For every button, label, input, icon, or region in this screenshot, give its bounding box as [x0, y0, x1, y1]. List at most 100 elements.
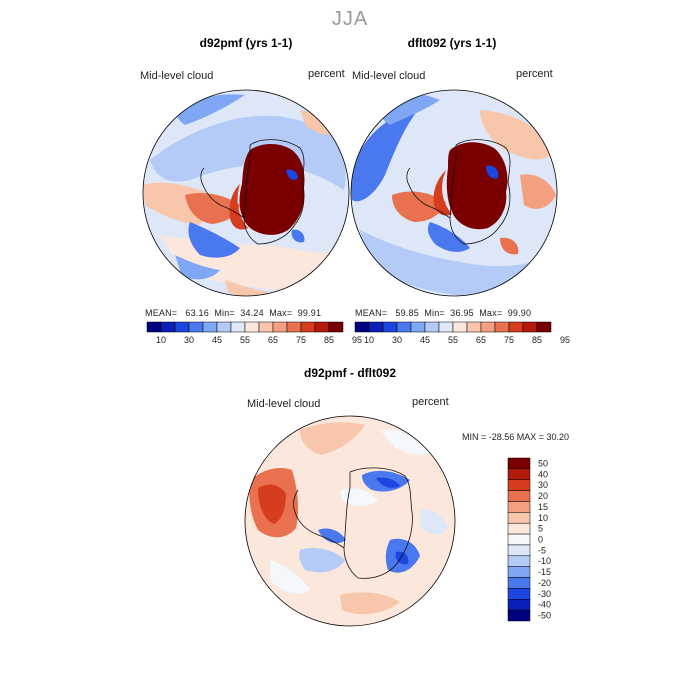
colorbar-right-swatch	[368, 321, 384, 333]
diff-var-label: Mid-level cloud	[247, 398, 321, 410]
colorbar-diff-swatch	[507, 588, 531, 600]
colorbar-diff-tick-label: -10	[538, 556, 551, 566]
colorbar-right: 10 30 45 55 65 75 85 95	[354, 321, 570, 345]
colorbar-left-swatch	[286, 321, 302, 333]
units-left: percent	[308, 68, 345, 80]
map-difference	[245, 416, 455, 626]
colorbar-diff-swatch	[507, 522, 531, 535]
colorbar-left-swatch	[216, 321, 232, 333]
colorbar-right-swatch	[480, 321, 496, 333]
coastline-right	[406, 139, 511, 245]
colorbar-right-swatch	[508, 321, 524, 333]
panel-title-left: d92pmf (yrs 1-1)	[199, 36, 293, 50]
colorbar-left-tick-label: 95	[352, 335, 362, 345]
diff-title: d92pmf - dflt092	[303, 366, 396, 380]
colorbar-diff-swatch	[507, 599, 531, 611]
colorbar-diff-tick-label: -30	[538, 589, 551, 599]
colorbar-diff-swatch	[507, 490, 531, 502]
colorbar-diff-swatch	[507, 555, 531, 567]
colorbar-left-tick-label: 30	[184, 335, 194, 345]
colorbar-left-tick-label: 10	[156, 335, 166, 345]
colorbar-left-swatch	[160, 321, 176, 333]
season-title: JJA	[331, 8, 369, 30]
colorbar-left-tick-label: 55	[240, 335, 250, 345]
map-d92pmf	[143, 90, 349, 296]
colorbar-right-tick-label: 65	[476, 335, 486, 345]
colorbar-right-swatch	[438, 321, 454, 333]
colorbar-right-tick-label: 45	[420, 335, 430, 345]
colorbar-diff-tick-label: 40	[538, 469, 548, 479]
colorbar-diff-tick-label: -20	[538, 578, 551, 588]
diff-minmax: MIN = -28.56 MAX = 30.20	[462, 432, 570, 442]
stats-right: MEAN= 59.85 Min= 36.95 Max= 99.90	[355, 308, 532, 318]
colorbar-left-swatch	[244, 321, 260, 333]
colorbar-diff-swatch	[507, 566, 531, 578]
colorbar-diff-swatch	[507, 609, 531, 622]
colorbar-left-swatch	[272, 321, 288, 333]
colorbar-left-swatch	[230, 321, 246, 333]
coastline-left	[200, 139, 305, 245]
colorbar-left-swatch	[188, 321, 204, 333]
colorbar-diff-tick-label: -50	[538, 611, 551, 621]
colorbar-left: 10 30 45 55 65 75 85 95	[146, 321, 362, 345]
colorbar-right-swatch	[354, 321, 370, 333]
colorbar-left-swatch	[258, 321, 274, 333]
map-difference-frame	[244, 415, 456, 627]
colorbar-diff-swatch	[507, 468, 531, 480]
colorbar-right-swatch	[494, 321, 510, 333]
colorbar-right-tick-label: 30	[392, 335, 402, 345]
panel-title-right: dflt092 (yrs 1-1)	[407, 36, 497, 50]
colorbar-diff-swatch	[507, 577, 531, 589]
colorbar-right-swatch	[522, 321, 538, 333]
colorbar-diff-tick-label: -5	[538, 545, 546, 555]
colorbar-diff-tick-label: -15	[538, 567, 551, 577]
stats-left: MEAN= 63.16 Min= 34.24 Max= 99.91	[145, 308, 322, 318]
colorbar-left-tick-label: 75	[296, 335, 306, 345]
var-label-left: Mid-level cloud	[140, 70, 214, 82]
colorbar-diff-swatch	[507, 512, 531, 524]
units-right: percent	[516, 68, 553, 80]
colorbar-left-swatch	[300, 321, 316, 333]
colorbar-right-tick-label: 55	[448, 335, 458, 345]
map-d92pmf-frame	[142, 89, 350, 297]
colorbar-diff-tick-label: 0	[538, 535, 543, 545]
colorbar-right-swatch	[396, 321, 412, 333]
colorbar-diff-tick-label: 30	[538, 480, 548, 490]
colorbar-left-tick-label: 65	[268, 335, 278, 345]
colorbar-right-swatch	[424, 321, 440, 333]
colorbar-diff-swatch	[507, 501, 531, 513]
colorbar-diff-swatch	[507, 533, 531, 546]
colorbar-diff-swatch	[507, 457, 531, 470]
colorbar-left-tick-label: 45	[212, 335, 222, 345]
colorbar-diff-tick-label: 5	[538, 524, 543, 534]
coastline-diff	[293, 467, 413, 579]
colorbar-left-swatch	[202, 321, 218, 333]
colorbar-diff-swatch	[507, 544, 531, 557]
var-label-right: Mid-level cloud	[352, 70, 426, 82]
colorbar-diff-tick-label: 15	[538, 502, 548, 512]
colorbar-left-swatch	[314, 321, 330, 333]
colorbar-left-swatch	[146, 321, 162, 333]
colorbar-right-swatch	[410, 321, 426, 333]
colorbar-left-swatch	[174, 321, 190, 333]
colorbar-diff-swatch	[507, 479, 531, 491]
colorbar-right-tick-label: 85	[532, 335, 542, 345]
colorbar-right-swatch	[466, 321, 482, 333]
colorbar-diff-tick-label: -40	[538, 600, 551, 610]
colorbar-left-tick-label: 85	[324, 335, 334, 345]
colorbar-diff-tick-label: 10	[538, 513, 548, 523]
colorbar-right-swatch	[536, 321, 552, 333]
colorbar-left-swatch	[328, 321, 344, 333]
diff-units: percent	[412, 396, 449, 408]
colorbar-right-tick-label: 75	[504, 335, 514, 345]
colorbar-right-swatch	[452, 321, 468, 333]
map-dflt092	[351, 90, 557, 296]
colorbar-right-tick-label: 95	[560, 335, 570, 345]
colorbar-diff-tick-label: 20	[538, 491, 548, 501]
colorbar-right-swatch	[382, 321, 398, 333]
map-dflt092-frame	[350, 89, 558, 297]
colorbar-diff-tick-label: 50	[538, 458, 548, 468]
colorbar-right-tick-label: 10	[364, 335, 374, 345]
